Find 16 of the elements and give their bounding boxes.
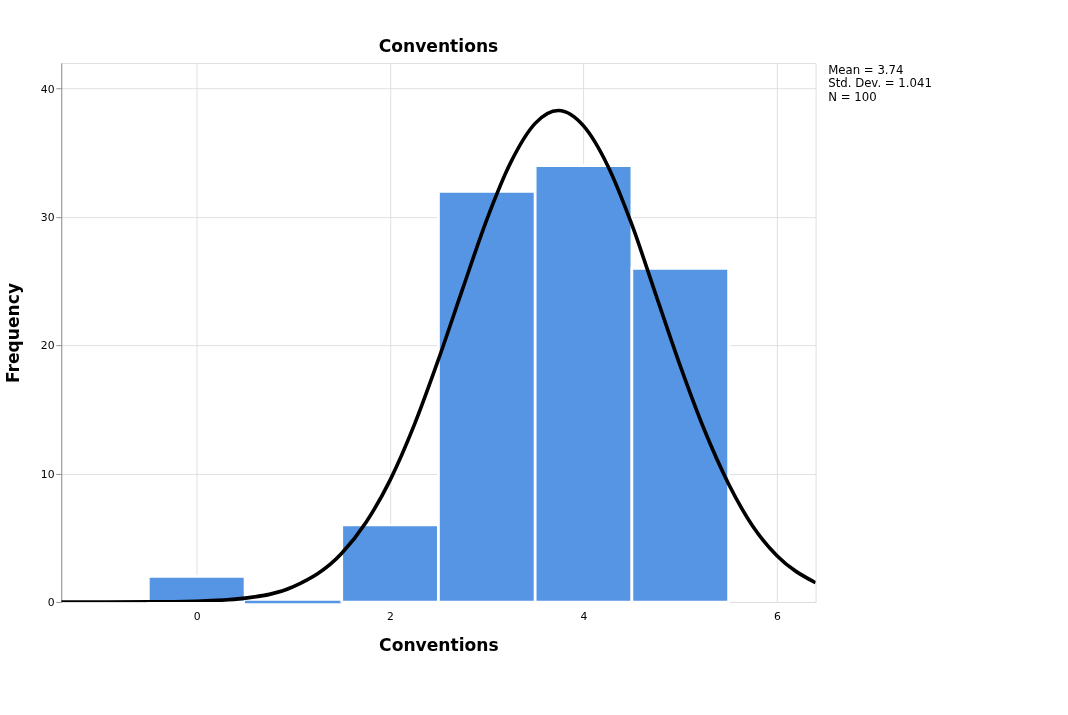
y-tick-label: 40 bbox=[40, 82, 55, 96]
x-tick-label: 2 bbox=[387, 609, 394, 623]
text: Mean = 3.74 bbox=[828, 62, 904, 77]
x-tick-label: 0 bbox=[193, 609, 201, 623]
text: N = 100 bbox=[828, 89, 877, 104]
text: Std. Dev. = 1.041 bbox=[828, 76, 932, 91]
x-axis-title: Conventions bbox=[379, 635, 499, 656]
x-tick-label: 6 bbox=[773, 609, 781, 623]
y-tick-label: 30 bbox=[40, 211, 55, 225]
y-tick-label: 10 bbox=[40, 467, 55, 481]
x-tick-label: 4 bbox=[580, 609, 588, 623]
y-tick-label: 0 bbox=[47, 596, 55, 610]
chart-title: Conventions bbox=[378, 36, 499, 57]
line-series bbox=[61, 108, 816, 603]
y-axis-title: Frequency bbox=[3, 282, 24, 384]
y-tick-label: 20 bbox=[40, 339, 55, 353]
